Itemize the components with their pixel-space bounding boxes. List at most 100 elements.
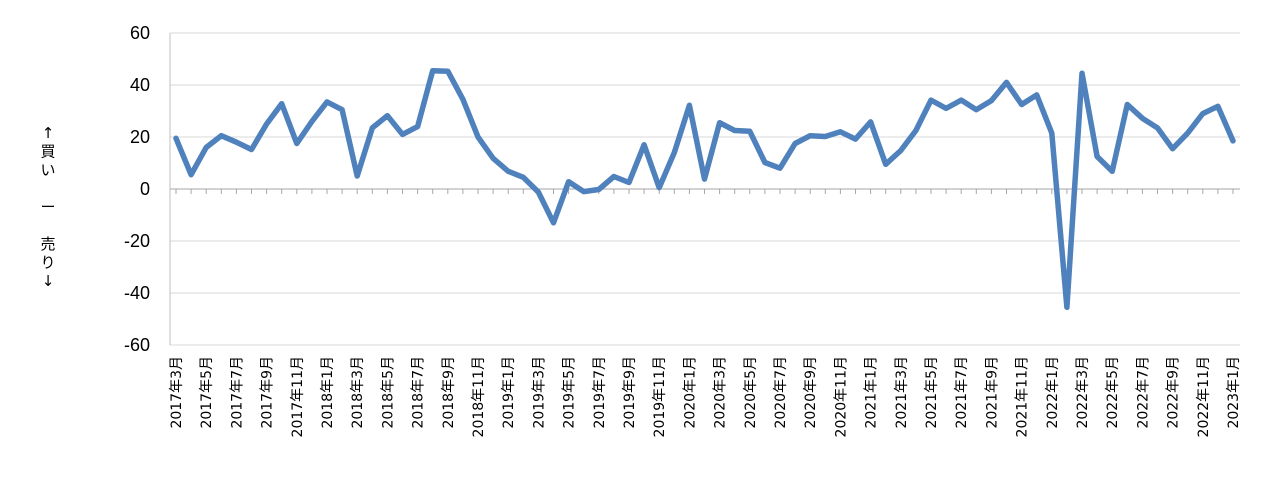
data-point: [672, 150, 677, 155]
x-tick-label: 2022年11月: [1196, 356, 1212, 437]
x-tick-label: 2019年5月: [562, 356, 578, 429]
y-axis-label: ↑買い ー 売り↓: [40, 124, 55, 290]
x-tick-label: 2020年9月: [803, 356, 819, 429]
x-tick-label: 2019年1月: [501, 356, 517, 429]
data-point: [445, 69, 450, 74]
data-point: [974, 107, 979, 112]
data-point: [506, 169, 511, 174]
data-point: [883, 162, 888, 167]
x-tick-label: 2023年1月: [1226, 356, 1242, 429]
y-tick-label: 0: [140, 179, 150, 199]
x-tick-label: 2021年1月: [864, 356, 880, 429]
data-point: [204, 145, 209, 150]
data-point: [309, 119, 314, 124]
data-point: [913, 128, 918, 133]
data-point: [1200, 111, 1205, 116]
data-point: [853, 137, 858, 142]
axes: [169, 33, 1240, 345]
y-tick-label: 20: [130, 127, 150, 147]
data-point: [959, 98, 964, 103]
x-tick-label: 2019年11月: [652, 356, 668, 437]
y-tick-label: -20: [124, 231, 150, 251]
data-point: [521, 175, 526, 180]
data-point: [370, 125, 375, 130]
x-tick-label: 2021年5月: [924, 356, 940, 429]
x-tick-label: 2017年3月: [169, 356, 185, 429]
y-axis-label-char: い: [40, 161, 55, 179]
data-point: [642, 142, 647, 147]
data-point: [762, 160, 767, 165]
x-tick-label: 2018年9月: [441, 356, 457, 429]
x-tick-label: 2020年11月: [833, 356, 849, 437]
data-point: [898, 148, 903, 153]
data-point: [793, 141, 798, 146]
data-point: [823, 134, 828, 139]
data-point: [657, 185, 662, 190]
data-point: [249, 147, 254, 152]
x-tick-label: 2018年3月: [350, 356, 366, 429]
x-tick-label: 2020年5月: [743, 356, 759, 429]
y-tick-label: -40: [124, 283, 150, 303]
data-point: [929, 98, 934, 103]
y-axis-label-char: り: [40, 254, 55, 272]
x-tick-label: 2019年3月: [531, 356, 547, 429]
data-point: [1231, 138, 1236, 143]
x-tick-label: 2021年3月: [894, 356, 910, 429]
data-point: [174, 136, 179, 141]
data-point: [189, 172, 194, 177]
x-tick-label: 2017年7月: [229, 356, 245, 429]
y-axis-label-char: ↑: [42, 124, 55, 142]
x-tick-label: 2018年11月: [471, 356, 487, 437]
data-point: [868, 119, 873, 124]
x-tick-label: 2018年7月: [411, 356, 427, 429]
y-tick-labels: 60 40 20 0 -20 -40 -60: [124, 23, 150, 355]
data-point: [566, 179, 571, 184]
x-tick-label: 2021年9月: [984, 356, 1000, 429]
data-point: [687, 103, 692, 108]
series-line-group: [173, 67, 1236, 311]
y-tick-label: 40: [130, 75, 150, 95]
data-point: [1185, 131, 1190, 136]
x-tick-label: 2021年11月: [1015, 356, 1031, 437]
data-point: [1004, 80, 1009, 85]
data-point: [355, 174, 360, 179]
x-tick-label: 2017年5月: [199, 356, 215, 429]
data-point: [1095, 154, 1100, 159]
x-tick-label: 2018年1月: [320, 356, 336, 429]
data-point: [294, 141, 299, 146]
data-point: [264, 122, 269, 127]
y-axis-label-char: 売: [40, 235, 55, 253]
x-tick-label: 2022年1月: [1045, 356, 1061, 429]
data-point: [1155, 125, 1160, 130]
data-point: [385, 113, 390, 118]
data-point: [340, 107, 345, 112]
data-point: [1215, 104, 1220, 109]
data-point: [1110, 169, 1115, 174]
x-tick-label: 2017年9月: [260, 356, 276, 429]
data-point: [702, 177, 707, 182]
x-tick-label: 2020年3月: [713, 356, 729, 429]
x-tick-label: 2020年1月: [682, 356, 698, 429]
data-point: [1125, 102, 1130, 107]
data-point: [415, 124, 420, 129]
data-point: [460, 97, 465, 102]
y-axis-label-char: ↓: [42, 272, 55, 290]
data-point: [717, 120, 722, 125]
y-tick-label: 60: [130, 23, 150, 43]
data-point: [1170, 146, 1175, 151]
x-tick-label: 2022年9月: [1166, 356, 1182, 429]
data-point: [1034, 92, 1039, 97]
data-point: [1049, 131, 1054, 136]
x-tick-label: 2022年3月: [1075, 356, 1091, 429]
data-point: [611, 174, 616, 179]
data-point: [747, 129, 752, 134]
data-point: [400, 132, 405, 137]
data-point: [1080, 71, 1085, 76]
y-axis-label-char: ー: [40, 198, 55, 216]
data-point: [551, 220, 556, 225]
data-point: [219, 133, 224, 138]
data-point: [234, 140, 239, 145]
x-tick-label: 2019年9月: [622, 356, 638, 429]
data-point: [808, 133, 813, 138]
